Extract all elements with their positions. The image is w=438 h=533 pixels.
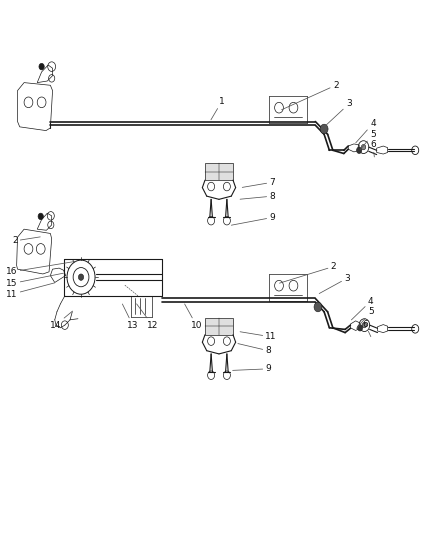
Text: 16: 16 — [6, 261, 75, 276]
Text: 9: 9 — [233, 365, 271, 373]
Text: 7: 7 — [242, 178, 275, 188]
Text: 9: 9 — [231, 213, 275, 225]
Text: 10: 10 — [185, 304, 202, 329]
Text: 4: 4 — [351, 297, 374, 320]
Text: 5: 5 — [360, 130, 376, 150]
Text: 15: 15 — [6, 273, 64, 288]
Text: 4: 4 — [356, 119, 376, 143]
Circle shape — [314, 302, 322, 312]
Text: 14: 14 — [50, 311, 73, 329]
Text: 13: 13 — [122, 304, 138, 329]
Text: 2: 2 — [279, 262, 336, 283]
Text: 2: 2 — [12, 237, 40, 245]
Text: 11: 11 — [6, 283, 55, 298]
Circle shape — [357, 147, 362, 154]
Circle shape — [361, 144, 366, 150]
Text: 6: 6 — [362, 320, 371, 337]
Circle shape — [357, 325, 363, 331]
Text: 8: 8 — [238, 344, 271, 355]
Text: 6: 6 — [370, 141, 376, 157]
Text: 2: 2 — [282, 81, 339, 110]
Text: 12: 12 — [137, 304, 158, 329]
Text: 8: 8 — [240, 192, 275, 200]
Circle shape — [320, 124, 328, 134]
Circle shape — [362, 322, 367, 328]
Circle shape — [78, 274, 84, 280]
Text: 3: 3 — [323, 100, 352, 128]
Text: 5: 5 — [357, 308, 374, 328]
Text: 3: 3 — [319, 274, 350, 294]
Text: 1: 1 — [211, 97, 225, 120]
Circle shape — [39, 63, 44, 70]
Text: 11: 11 — [240, 332, 277, 341]
FancyBboxPatch shape — [205, 318, 233, 335]
Circle shape — [38, 213, 43, 220]
FancyBboxPatch shape — [205, 163, 233, 180]
